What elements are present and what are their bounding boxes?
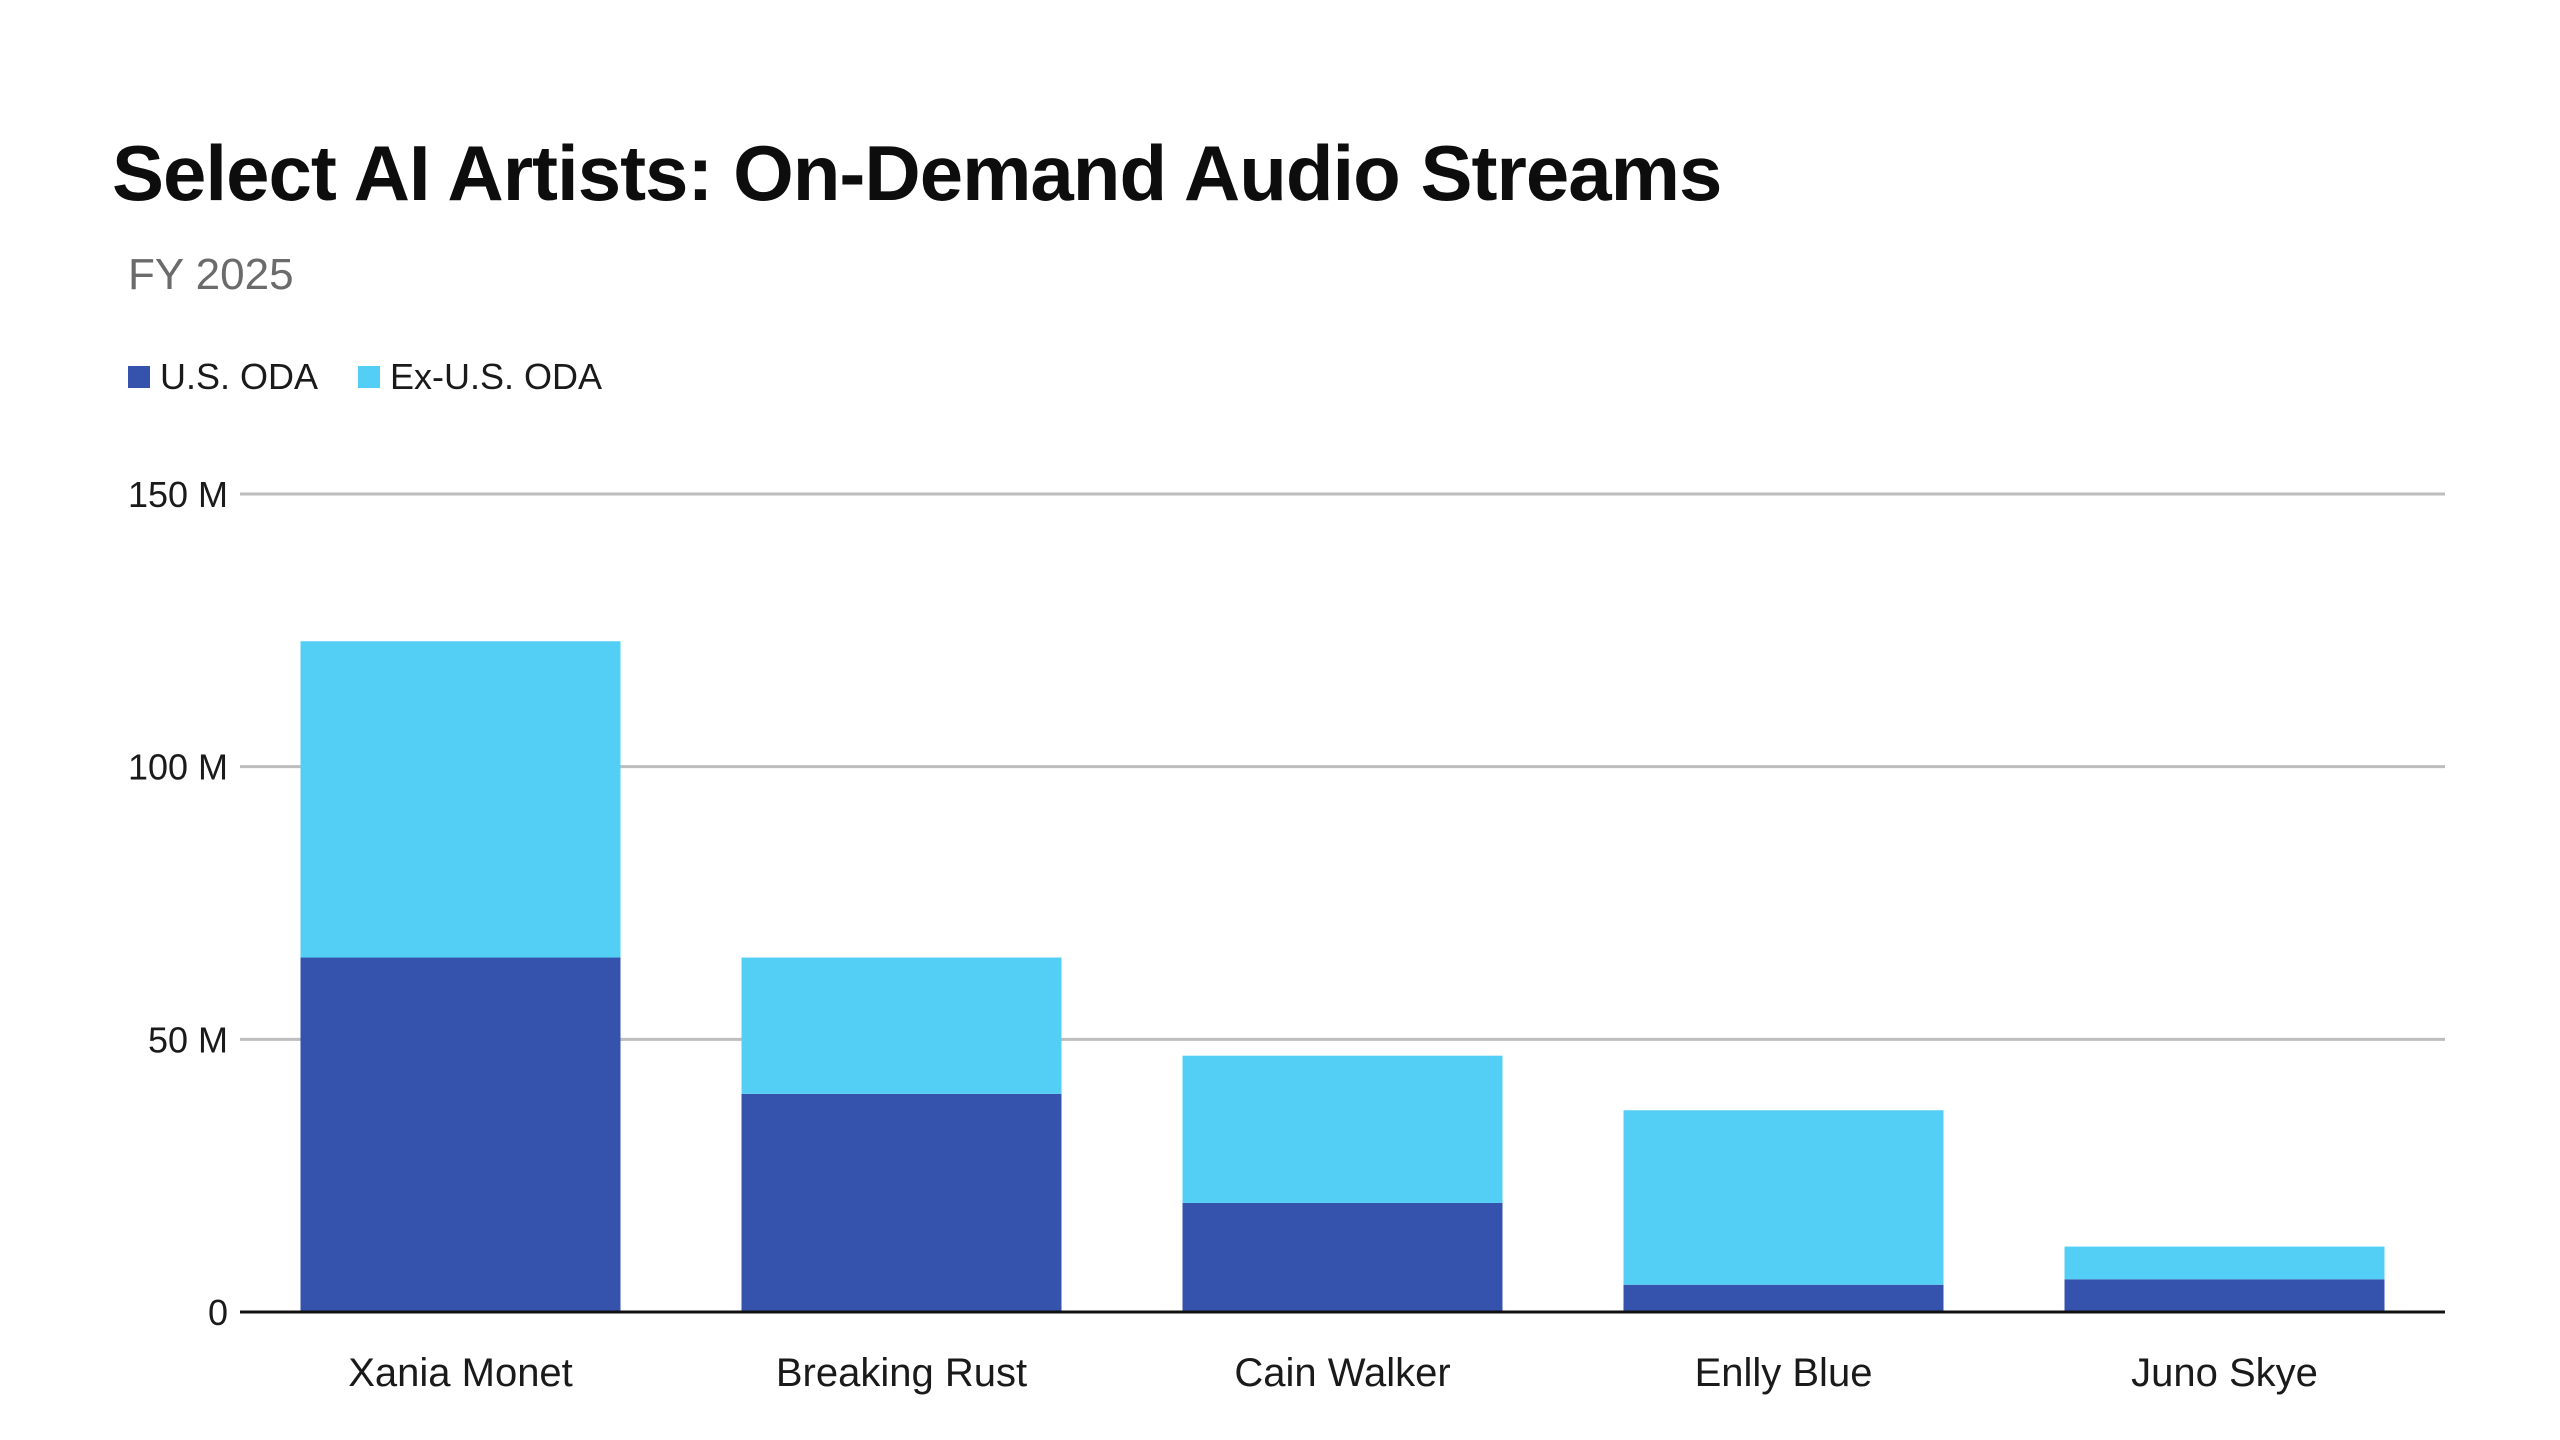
y-tick-label: 150 M [128, 474, 228, 515]
y-tick-label: 100 M [128, 747, 228, 788]
bar-us-oda [1623, 1284, 1944, 1312]
legend-item-ex-us-oda: Ex-U.S. ODA [358, 356, 602, 398]
legend: U.S. ODA Ex-U.S. ODA [128, 356, 642, 398]
chart-title: Select AI Artists: On-Demand Audio Strea… [112, 129, 1722, 217]
bar-us-oda [741, 1093, 1062, 1312]
bar-ex-us-oda [1182, 1055, 1503, 1203]
x-tick-label: Juno Skye [2131, 1351, 2318, 1395]
legend-swatch-ex-us-oda [358, 366, 381, 388]
chart-subtitle: FY 2025 [128, 250, 294, 299]
bar-ex-us-oda [300, 641, 621, 958]
legend-swatch-us-oda [128, 366, 150, 388]
x-tick-label: Breaking Rust [776, 1351, 1027, 1395]
legend-label-ex-us-oda: Ex-U.S. ODA [390, 356, 603, 397]
x-tick-label: Enlly Blue [1695, 1351, 1873, 1395]
bar-ex-us-oda [741, 957, 1062, 1094]
legend-item-us-oda: U.S. ODA [128, 356, 318, 398]
y-tick-label: 0 [208, 1292, 228, 1333]
legend-label-us-oda: U.S. ODA [160, 356, 319, 397]
bar-us-oda [300, 957, 621, 1312]
bar-us-oda [2064, 1279, 2385, 1312]
y-tick-label: 50 M [148, 1019, 228, 1060]
x-tick-label: Xania Monet [348, 1351, 573, 1395]
bar-us-oda [1182, 1202, 1503, 1312]
bar-ex-us-oda [2064, 1246, 2385, 1280]
x-tick-label: Cain Walker [1234, 1351, 1450, 1395]
bar-ex-us-oda [1623, 1110, 1944, 1285]
